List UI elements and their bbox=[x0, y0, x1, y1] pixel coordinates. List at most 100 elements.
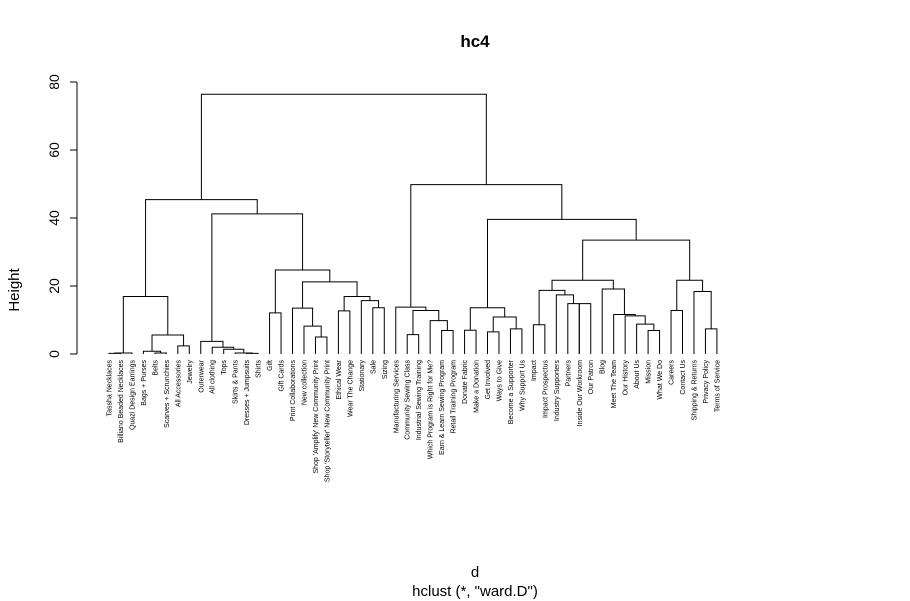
y-axis: 0 20 40 60 80 bbox=[46, 74, 78, 358]
leaf-label: Earn & Learn Sewing Program bbox=[439, 360, 446, 455]
leaf-label: Skirts & Pants bbox=[233, 360, 240, 404]
merge-link bbox=[492, 316, 517, 332]
leaf-label: Tops bbox=[221, 360, 228, 375]
leaf-label: Community Sewing Class bbox=[405, 360, 412, 440]
merge-link bbox=[337, 310, 351, 354]
merge-link bbox=[372, 307, 385, 354]
merge-link bbox=[395, 306, 427, 354]
leaf-label: Mission bbox=[646, 360, 653, 384]
merge-link bbox=[154, 352, 167, 354]
leaf-label: Impact bbox=[531, 360, 538, 381]
leaf-label: Outerwear bbox=[198, 359, 205, 392]
merge-link bbox=[269, 312, 282, 354]
merge-link bbox=[360, 300, 380, 354]
leaf-label: What We Do bbox=[657, 360, 664, 400]
merge-link bbox=[532, 324, 546, 354]
leaf-label: Bags + Purses bbox=[141, 360, 148, 406]
leaf-label: Inside Our Workroom bbox=[577, 360, 584, 427]
merge-link bbox=[676, 279, 704, 311]
leaf-label: Gift Cards bbox=[279, 360, 286, 392]
leaf-label: Print Collaborations bbox=[290, 360, 297, 422]
leaf-label: Industry Supporters bbox=[554, 360, 561, 422]
merge-link bbox=[469, 307, 506, 331]
merge-link bbox=[582, 239, 691, 281]
leaf-label: Our History bbox=[623, 360, 630, 396]
merge-link bbox=[624, 315, 646, 354]
leaf-label: Terms of Service bbox=[714, 360, 721, 412]
merge-link bbox=[151, 334, 185, 352]
merge-link bbox=[704, 328, 718, 354]
leaf-label: Wear The Change bbox=[347, 360, 354, 417]
merge-link bbox=[613, 314, 636, 354]
leaf-label: Why Support Us bbox=[519, 360, 526, 411]
merge-link bbox=[567, 303, 580, 354]
leaf-label: Privacy Policy bbox=[703, 360, 710, 404]
leaf-label: Shop 'Storyteller' New Community Print bbox=[324, 360, 331, 482]
merge-link bbox=[412, 309, 440, 335]
leaf-label: Donate Fabric bbox=[462, 360, 469, 404]
leaf-label: Industrial Sewing Training bbox=[416, 360, 423, 440]
leaf-label: Meet The Team bbox=[611, 360, 618, 409]
leaf-label: Gift bbox=[267, 360, 274, 371]
merge-link bbox=[302, 281, 358, 309]
dendrogram-links bbox=[108, 93, 718, 354]
leaf-label: Shop 'Amplify' New Community Print bbox=[313, 360, 320, 474]
leaf-label: Blog bbox=[600, 360, 607, 374]
leaf-label: Jewelry bbox=[187, 360, 194, 384]
y-tick-label: 40 bbox=[46, 210, 62, 226]
leaf-label: Contact Us bbox=[680, 360, 687, 395]
leaf-label: Shirts bbox=[256, 360, 263, 378]
leaf-label: Which Program is Right for Me? bbox=[428, 360, 435, 459]
leaf-label: Ways to Give bbox=[496, 360, 503, 401]
leaf-label: Tassha Necklaces bbox=[107, 360, 114, 417]
leaf-label: Sizing bbox=[382, 360, 389, 379]
merge-link bbox=[636, 323, 655, 354]
merge-link bbox=[464, 329, 477, 354]
merge-link bbox=[303, 325, 322, 354]
merge-link bbox=[538, 289, 566, 325]
leaf-label: All clothing bbox=[210, 360, 217, 394]
merge-link bbox=[406, 334, 420, 354]
merge-link bbox=[647, 330, 661, 354]
leaf-label: Retail Training Program bbox=[451, 360, 458, 434]
leaf-label: Impact Prospectus bbox=[542, 360, 549, 418]
y-tick-label: 60 bbox=[46, 142, 62, 158]
merge-link bbox=[441, 330, 454, 354]
leaf-label: Become a Supporter bbox=[508, 359, 515, 424]
leaf-label: Dresses + Jumpsuits bbox=[244, 360, 251, 426]
y-axis-title: Height bbox=[6, 267, 23, 311]
leaf-label: Stationary bbox=[359, 360, 366, 392]
method-subtitle: hclust (*, "ward.D") bbox=[412, 583, 538, 600]
merge-link bbox=[211, 213, 304, 342]
merge-link bbox=[211, 346, 235, 354]
leaf-label: Ethical Wear bbox=[336, 359, 343, 399]
merge-link bbox=[122, 296, 169, 353]
leaf-label: Scarves + Scrunchies bbox=[164, 360, 171, 428]
merge-link bbox=[177, 345, 190, 354]
leaf-label: New collection bbox=[301, 360, 308, 405]
chart-title: hc4 bbox=[460, 32, 490, 51]
merge-link bbox=[343, 296, 371, 311]
leaf-label: About Us bbox=[634, 360, 641, 389]
leaf-label: Manufacturing Services bbox=[393, 360, 400, 434]
merge-link bbox=[578, 303, 592, 354]
merge-link bbox=[429, 320, 448, 354]
merge-link bbox=[292, 307, 314, 354]
leaf-label: Sale bbox=[370, 360, 377, 374]
leaf-label: Billiano Beaded Necklaces bbox=[118, 360, 125, 443]
merge-link bbox=[314, 336, 328, 354]
x-axis-title: d bbox=[471, 564, 479, 581]
leaf-label: All Accessories bbox=[175, 360, 182, 408]
merge-link bbox=[487, 331, 500, 354]
leaf-label: Belts bbox=[152, 360, 159, 376]
y-tick-label: 0 bbox=[46, 350, 62, 358]
leaf-label: Our Patron bbox=[588, 360, 595, 394]
y-tick-label: 20 bbox=[46, 278, 62, 294]
leaf-labels: Tassha Necklaces Billiano Beaded Necklace… bbox=[107, 359, 722, 482]
leaf-label: Partners bbox=[565, 360, 572, 387]
leaf-label: Make a Donation bbox=[474, 360, 481, 413]
merge-link bbox=[509, 328, 523, 354]
merge-link bbox=[200, 93, 487, 200]
y-tick-label: 80 bbox=[46, 74, 62, 90]
